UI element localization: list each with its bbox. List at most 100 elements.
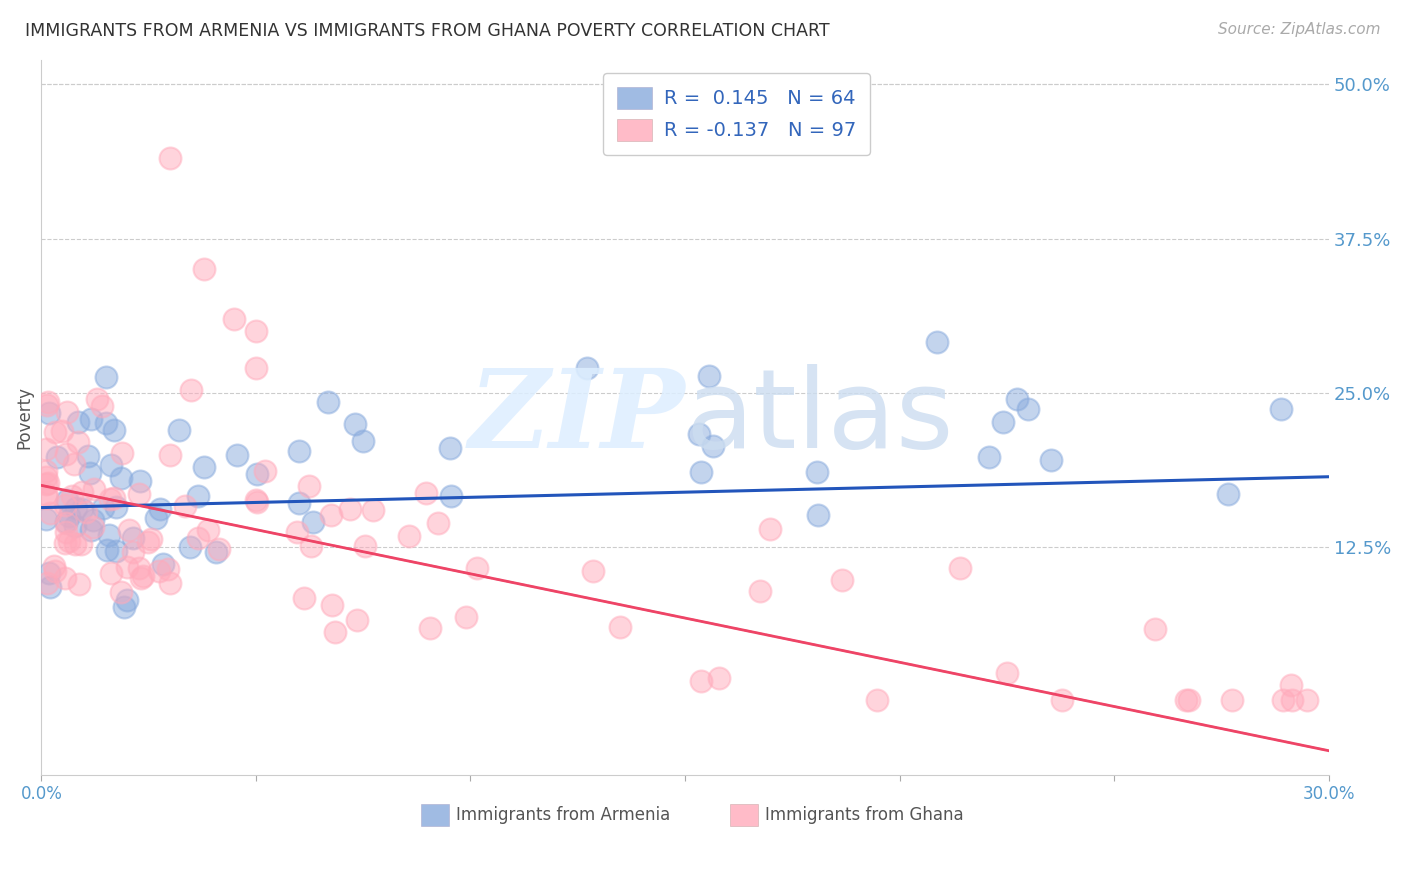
Point — [1175, 693, 1198, 707]
Point — [224, 311, 246, 326]
FancyBboxPatch shape — [422, 804, 450, 825]
Point — [1218, 487, 1240, 501]
Point — [128, 561, 150, 575]
Point — [55, 536, 77, 550]
Point — [53, 571, 76, 585]
Point — [148, 564, 170, 578]
Point — [34, 470, 56, 484]
Point — [361, 503, 384, 517]
Point — [66, 434, 89, 449]
Point — [56, 492, 79, 507]
Point — [38, 580, 60, 594]
Point — [51, 424, 73, 438]
Point — [35, 491, 58, 506]
Point — [193, 460, 215, 475]
Point — [707, 671, 730, 685]
Point — [1050, 693, 1073, 707]
Point — [343, 417, 366, 432]
Point — [285, 525, 308, 540]
Point — [83, 482, 105, 496]
Text: 0.0%: 0.0% — [21, 785, 62, 804]
Point — [287, 444, 309, 458]
Point — [82, 513, 104, 527]
Point — [187, 489, 209, 503]
Point — [58, 533, 80, 548]
Point — [321, 598, 343, 612]
Point — [749, 584, 772, 599]
Point — [689, 673, 711, 688]
Point — [225, 448, 247, 462]
Point — [245, 324, 267, 338]
Point — [115, 592, 138, 607]
Point — [415, 485, 437, 500]
Point — [245, 361, 267, 376]
Point — [39, 506, 62, 520]
Point — [323, 624, 346, 639]
Point — [925, 334, 948, 349]
Point — [179, 540, 201, 554]
Point — [96, 543, 118, 558]
Point — [103, 491, 125, 506]
Point — [86, 392, 108, 406]
Legend: R =  0.145   N = 64, R = -0.137   N = 97: R = 0.145 N = 64, R = -0.137 N = 97 — [603, 73, 870, 155]
Point — [104, 500, 127, 515]
Point — [37, 398, 59, 412]
Point — [1271, 693, 1294, 707]
Point — [94, 370, 117, 384]
Point — [128, 475, 150, 489]
Point — [157, 561, 180, 575]
Point — [197, 523, 219, 537]
Point — [42, 558, 65, 573]
Point — [136, 534, 159, 549]
Point — [38, 566, 60, 580]
Point — [352, 434, 374, 449]
FancyBboxPatch shape — [730, 804, 758, 825]
Point — [609, 620, 631, 634]
Point — [37, 575, 59, 590]
Point — [426, 516, 449, 530]
Point — [807, 508, 830, 522]
Point — [949, 561, 972, 575]
Point — [1144, 622, 1167, 636]
Point — [65, 500, 87, 515]
Point — [121, 531, 143, 545]
Point — [159, 152, 181, 166]
Point — [205, 545, 228, 559]
Point — [34, 442, 56, 456]
Point — [55, 516, 77, 531]
Point — [346, 613, 368, 627]
Point — [34, 512, 56, 526]
Point — [58, 509, 80, 524]
Point — [152, 558, 174, 572]
Point — [103, 423, 125, 437]
Point — [339, 502, 361, 516]
Point — [174, 499, 197, 513]
Point — [440, 489, 463, 503]
Point — [63, 537, 86, 551]
Point — [1220, 693, 1243, 707]
Point — [159, 575, 181, 590]
Point — [82, 519, 104, 533]
Point — [1017, 402, 1039, 417]
Point — [439, 442, 461, 456]
Text: Immigrants from Ghana: Immigrants from Ghana — [765, 805, 963, 824]
Point — [141, 533, 163, 547]
Point — [419, 621, 441, 635]
Point — [55, 516, 77, 530]
Point — [111, 446, 134, 460]
Point — [100, 566, 122, 580]
Point — [34, 476, 56, 491]
Point — [187, 531, 209, 545]
Point — [104, 544, 127, 558]
Point — [288, 496, 311, 510]
Point — [118, 524, 141, 538]
Point — [55, 405, 77, 419]
Point — [759, 522, 782, 536]
Point — [1279, 678, 1302, 692]
Point — [319, 508, 342, 523]
Point — [63, 519, 86, 533]
Text: Source: ZipAtlas.com: Source: ZipAtlas.com — [1218, 22, 1381, 37]
Point — [94, 416, 117, 430]
Point — [67, 577, 90, 591]
Point — [831, 574, 853, 588]
